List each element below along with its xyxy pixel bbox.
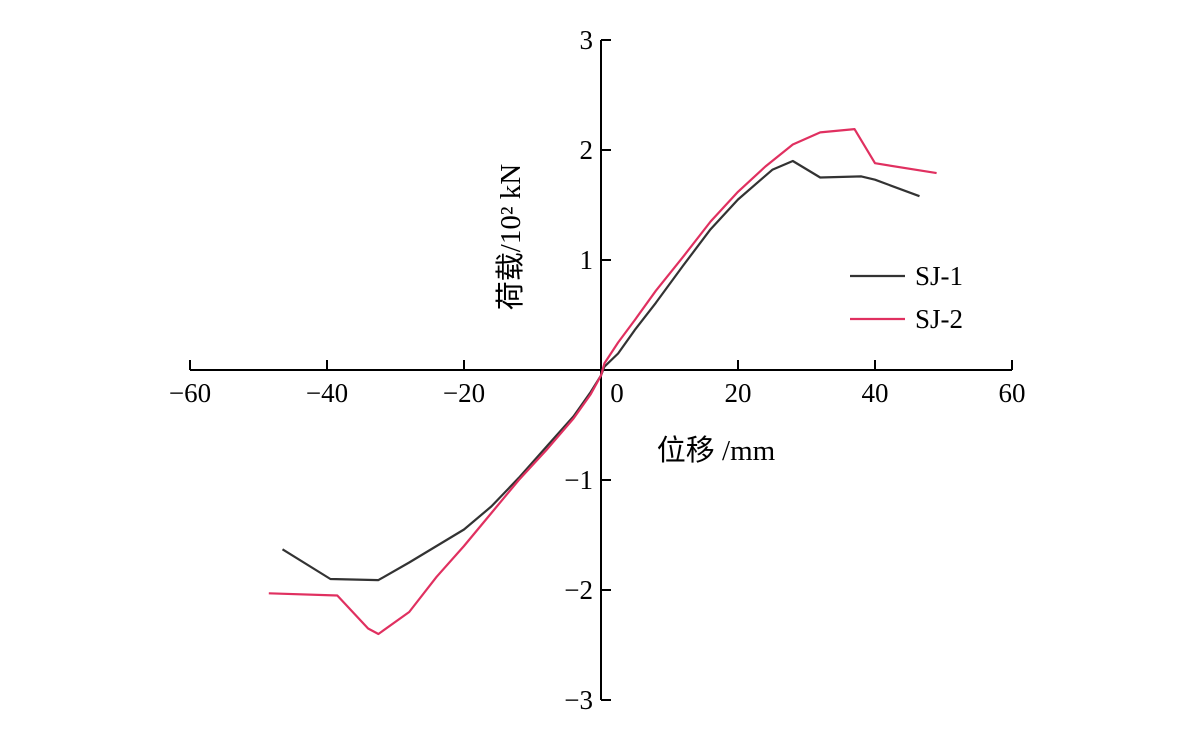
legend-label: SJ-1 [915, 261, 963, 291]
x-tick-label: −40 [306, 378, 348, 408]
y-tick-label: 2 [580, 135, 594, 165]
series-line-2 [268, 128, 937, 636]
x-tick-label: 60 [999, 378, 1026, 408]
x-tick-label: 20 [725, 378, 752, 408]
y-axis-title: 荷载/10² kN [494, 164, 527, 311]
y-tick-label: 3 [580, 25, 594, 55]
y-tick-label: −3 [564, 685, 593, 715]
x-tick-label: −60 [169, 378, 211, 408]
x-tick-label: 0 [610, 378, 624, 408]
y-tick-label: −1 [564, 465, 593, 495]
x-tick-label: 40 [862, 378, 889, 408]
x-ticks: −60 −40 −20 0 20 40 60 [169, 360, 1026, 408]
x-axis-title: 位移 /mm [657, 434, 776, 467]
series-line-1 [281, 159, 920, 582]
y-tick-label: −2 [564, 575, 593, 605]
series-layer [268, 128, 937, 636]
legend-label: SJ-2 [915, 304, 963, 334]
y-tick-label: 1 [580, 245, 594, 275]
legend: SJ-1 SJ-2 [850, 261, 963, 334]
y-ticks: 3 2 1 −1 −2 −3 [564, 25, 611, 715]
x-tick-label: −20 [443, 378, 485, 408]
